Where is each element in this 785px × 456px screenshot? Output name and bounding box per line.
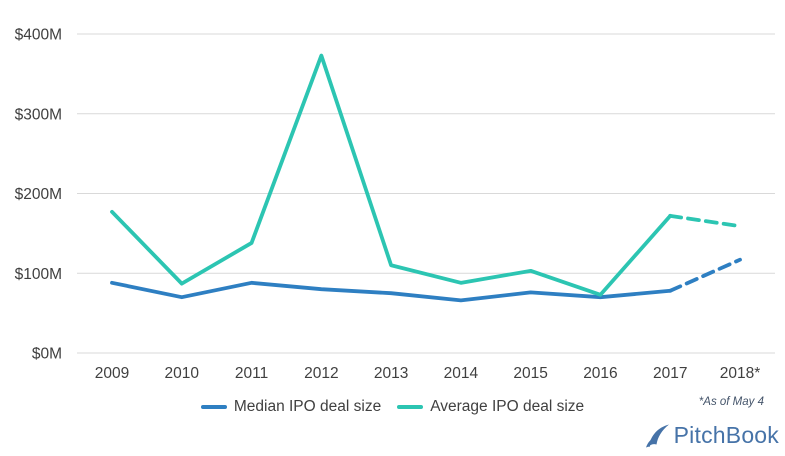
pitchbook-logo-text: PitchBook <box>673 422 779 448</box>
series-line <box>110 280 673 303</box>
median-line-swatch <box>200 405 227 409</box>
x-axis-tick-label: 2009 <box>95 365 129 382</box>
chart-legend: Median IPO deal size Average IPO deal si… <box>0 398 785 416</box>
y-axis-tick-label: $0M <box>32 346 62 363</box>
x-axis-tick-label: 2017 <box>653 365 687 382</box>
legend-item-median: Median IPO deal size <box>200 398 382 416</box>
series-dashed-forecast-segment <box>668 213 742 229</box>
x-axis-tick-label: 2011 <box>235 365 268 382</box>
x-axis-tick-label: 2016 <box>583 365 617 382</box>
legend-label-median: Median IPO deal size <box>233 398 382 415</box>
legend-label-average: Average IPO deal size <box>430 398 585 415</box>
x-axis-tick-label: 2015 <box>513 365 547 382</box>
x-axis-tick-label: 2012 <box>304 365 338 382</box>
x-axis-tick-label: 2018* <box>720 365 761 382</box>
pitchbook-logo: PitchBook <box>645 422 779 449</box>
x-axis-tick-label: 2013 <box>374 365 408 382</box>
series-dashed-forecast-segment <box>668 257 742 293</box>
y-axis-tick-label: $200M <box>15 186 62 203</box>
pitchbook-icon <box>645 424 669 448</box>
y-axis-tick-label: $100M <box>15 266 62 283</box>
x-axis-tick-label: 2010 <box>165 365 200 382</box>
series-line <box>110 53 673 297</box>
y-axis-tick-label: $400M <box>15 27 62 44</box>
y-axis-tick-label: $300M <box>15 106 62 123</box>
as-of-date-footnote: *As of May 4 <box>698 396 764 408</box>
average-line-swatch <box>397 405 424 409</box>
x-axis-tick-label: 2014 <box>444 365 479 382</box>
legend-item-average: Average IPO deal size <box>397 398 584 416</box>
